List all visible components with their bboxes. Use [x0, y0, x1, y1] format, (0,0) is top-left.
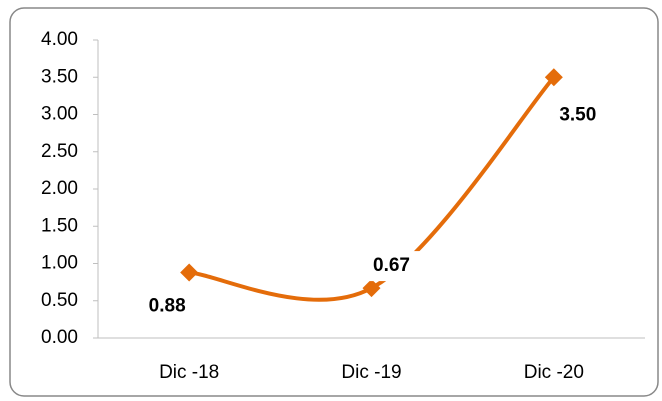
- x-tick-label: Dic -18: [159, 362, 219, 383]
- marker: [544, 68, 563, 87]
- value-label-bg: [361, 251, 422, 282]
- value-label: 3.50: [559, 104, 596, 125]
- marker: [180, 263, 199, 282]
- y-tick-label: 0.00: [41, 327, 78, 348]
- y-tick-label: 1.50: [41, 215, 78, 236]
- x-tick-label: Dic -20: [524, 362, 584, 383]
- x-tick-label: Dic -19: [341, 362, 401, 383]
- y-tick-label: 2.50: [41, 141, 78, 162]
- y-tick-label: 0.50: [41, 290, 78, 311]
- value-label: 0.88: [149, 295, 186, 316]
- y-tick-label: 4.00: [41, 29, 78, 50]
- y-tick-label: 3.50: [41, 66, 78, 87]
- y-tick-label: 2.00: [41, 178, 78, 199]
- marker: [362, 279, 381, 298]
- value-label-bg: [547, 100, 608, 131]
- y-tick-label: 3.00: [41, 104, 78, 125]
- value-label-bg: [137, 291, 198, 322]
- value-label: 0.67: [373, 255, 410, 276]
- y-tick-label: 1.00: [41, 253, 78, 274]
